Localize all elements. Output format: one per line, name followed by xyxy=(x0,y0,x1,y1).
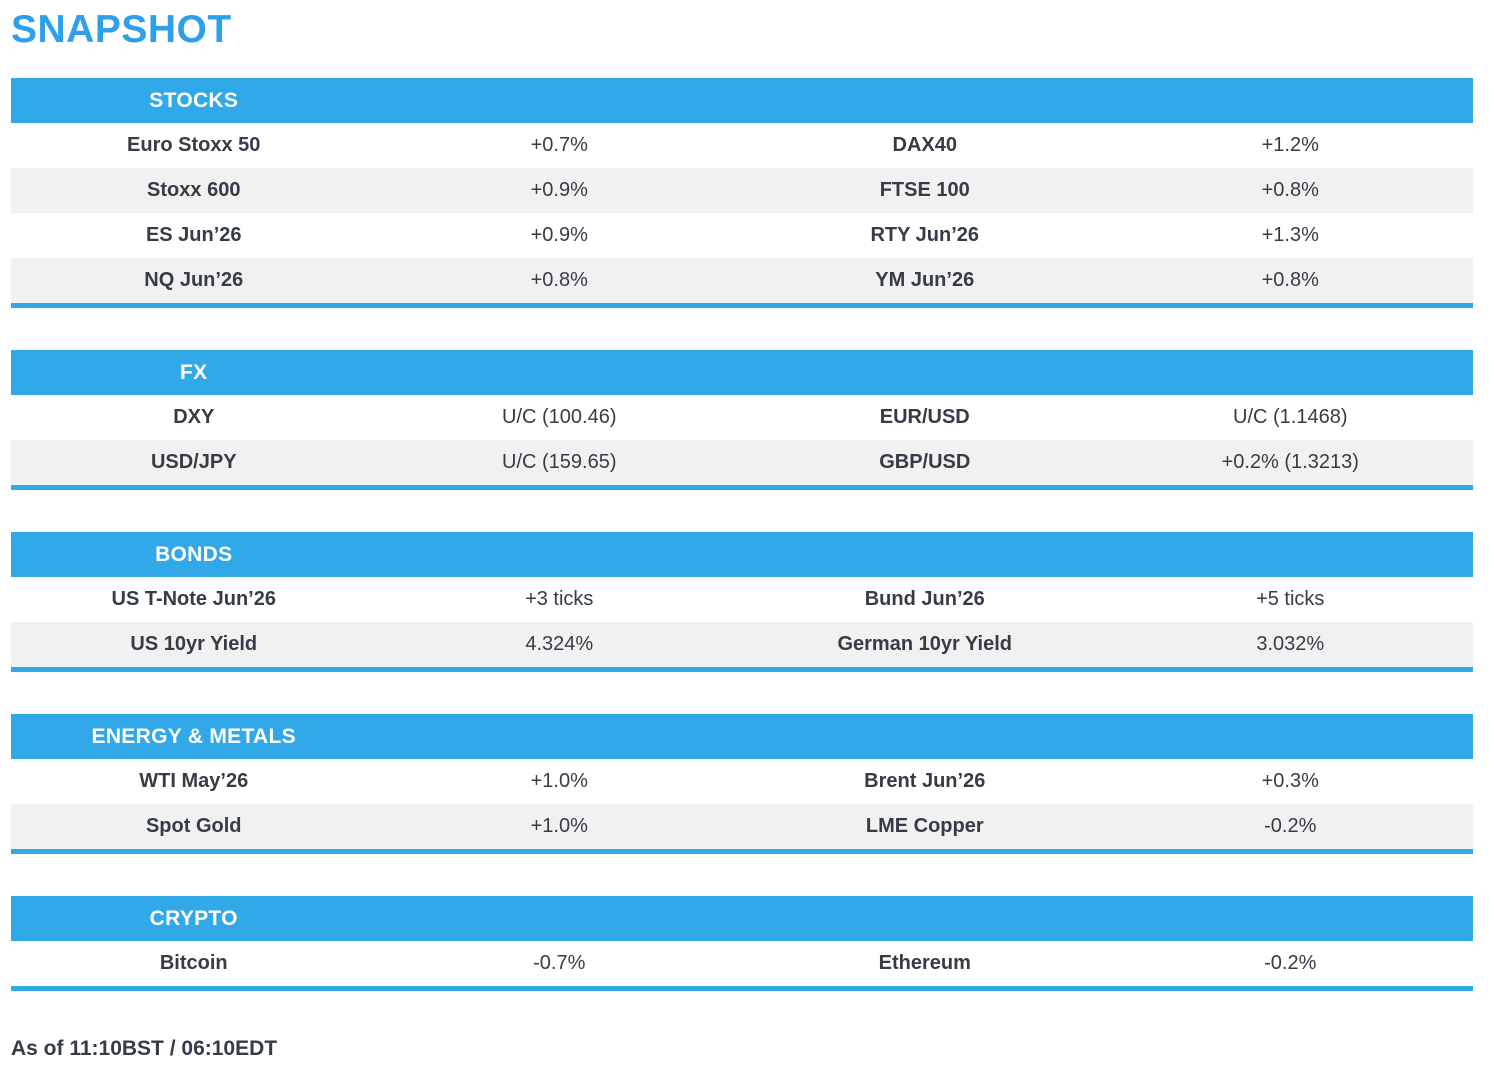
instrument-value: -0.2% xyxy=(1264,815,1317,837)
instrument-label: Bitcoin xyxy=(159,952,228,974)
instrument-value: +1.2% xyxy=(1261,134,1319,156)
section-title: CRYPTO xyxy=(149,906,238,930)
instrument-label: ES Jun’26 xyxy=(145,224,242,246)
section-header-fx: FX xyxy=(11,350,1473,395)
section-title: FX xyxy=(180,360,208,384)
instrument-value: +5 ticks xyxy=(1256,588,1325,610)
section-header-bonds: BONDS xyxy=(11,532,1473,577)
instrument-value: +1.0% xyxy=(530,815,588,837)
snapshot-table: STOCKS Euro Stoxx 50 +0.7% DAX40 +1.2% S… xyxy=(11,78,1473,991)
instrument-value: +0.7% xyxy=(530,134,588,156)
instrument-label: Brent Jun’26 xyxy=(864,770,986,792)
instrument-label: WTI May’26 xyxy=(139,770,249,792)
table-row: WTI May’26 +1.0% Brent Jun’26 +0.3% xyxy=(11,759,1473,804)
instrument-value: -0.2% xyxy=(1264,952,1317,974)
instrument-label: DAX40 xyxy=(892,134,957,156)
instrument-value: +3 ticks xyxy=(525,588,594,610)
table-row: USD/JPY U/C (159.65) GBP/USD +0.2% (1.32… xyxy=(11,440,1473,485)
instrument-label: FTSE 100 xyxy=(879,179,970,201)
instrument-label: Spot Gold xyxy=(145,815,242,837)
instrument-value: 4.324% xyxy=(525,633,594,655)
instrument-label: EUR/USD xyxy=(879,406,970,428)
instrument-value: +0.9% xyxy=(530,179,588,201)
page-title: SNAPSHOT xyxy=(11,8,232,51)
instrument-value: 3.032% xyxy=(1256,633,1325,655)
instrument-value: +1.3% xyxy=(1261,224,1319,246)
table-row: Spot Gold +1.0% LME Copper -0.2% xyxy=(11,804,1473,849)
table-row: Euro Stoxx 50 +0.7% DAX40 +1.2% xyxy=(11,123,1473,168)
table-row: US 10yr Yield 4.324% German 10yr Yield 3… xyxy=(11,622,1473,667)
section-header-stocks: STOCKS xyxy=(11,78,1473,123)
instrument-label: LME Copper xyxy=(865,815,984,837)
instrument-label: USD/JPY xyxy=(150,451,237,473)
instrument-label: YM Jun’26 xyxy=(875,269,975,291)
instrument-label: US T-Note Jun’26 xyxy=(111,588,276,610)
table-row: Stoxx 600 +0.9% FTSE 100 +0.8% xyxy=(11,168,1473,213)
instrument-label: DXY xyxy=(173,406,215,428)
section-header-crypto: CRYPTO xyxy=(11,896,1473,941)
section-bonds: BONDS US T-Note Jun’26 +3 ticks Bund Jun… xyxy=(11,532,1473,672)
instrument-value: +0.2% (1.3213) xyxy=(1221,451,1359,473)
instrument-value: U/C (1.1468) xyxy=(1233,406,1348,428)
instrument-value: +0.8% xyxy=(530,269,588,291)
instrument-value: -0.7% xyxy=(533,952,586,974)
instrument-label: GBP/USD xyxy=(879,451,971,473)
as-of-timestamp: As of 11:10BST / 06:10EDT xyxy=(11,1037,278,1060)
instrument-label: US 10yr Yield xyxy=(130,633,258,655)
instrument-label: Ethereum xyxy=(878,952,971,974)
instrument-label: NQ Jun’26 xyxy=(144,269,244,291)
instrument-value: +0.8% xyxy=(1261,179,1319,201)
section-stocks: STOCKS Euro Stoxx 50 +0.7% DAX40 +1.2% S… xyxy=(11,78,1473,308)
instrument-value: +0.9% xyxy=(530,224,588,246)
instrument-value: +1.0% xyxy=(530,770,588,792)
table-row: NQ Jun’26 +0.8% YM Jun’26 +0.8% xyxy=(11,258,1473,303)
section-fx: FX DXY U/C (100.46) EUR/USD U/C (1.1468)… xyxy=(11,350,1473,490)
section-crypto: CRYPTO Bitcoin -0.7% Ethereum -0.2% xyxy=(11,896,1473,991)
table-row: Bitcoin -0.7% Ethereum -0.2% xyxy=(11,941,1473,986)
instrument-value: +0.8% xyxy=(1261,269,1319,291)
section-header-energy-metals: ENERGY & METALS xyxy=(11,714,1473,759)
instrument-label: Bund Jun’26 xyxy=(864,588,985,610)
instrument-label: RTY Jun’26 xyxy=(870,224,980,246)
instrument-label: Stoxx 600 xyxy=(147,179,241,201)
instrument-value: U/C (159.65) xyxy=(502,451,617,473)
section-title: STOCKS xyxy=(149,88,239,112)
section-energy-metals: ENERGY & METALS WTI May’26 +1.0% Brent J… xyxy=(11,714,1473,854)
instrument-value: +0.3% xyxy=(1261,770,1319,792)
section-title: BONDS xyxy=(155,542,233,566)
table-row: US T-Note Jun’26 +3 ticks Bund Jun’26 +5… xyxy=(11,577,1473,622)
instrument-label: German 10yr Yield xyxy=(837,633,1013,655)
table-row: DXY U/C (100.46) EUR/USD U/C (1.1468) xyxy=(11,395,1473,440)
section-title: ENERGY & METALS xyxy=(91,724,296,748)
table-row: ES Jun’26 +0.9% RTY Jun’26 +1.3% xyxy=(11,213,1473,258)
instrument-value: U/C (100.46) xyxy=(502,406,617,428)
instrument-label: Euro Stoxx 50 xyxy=(127,134,261,156)
